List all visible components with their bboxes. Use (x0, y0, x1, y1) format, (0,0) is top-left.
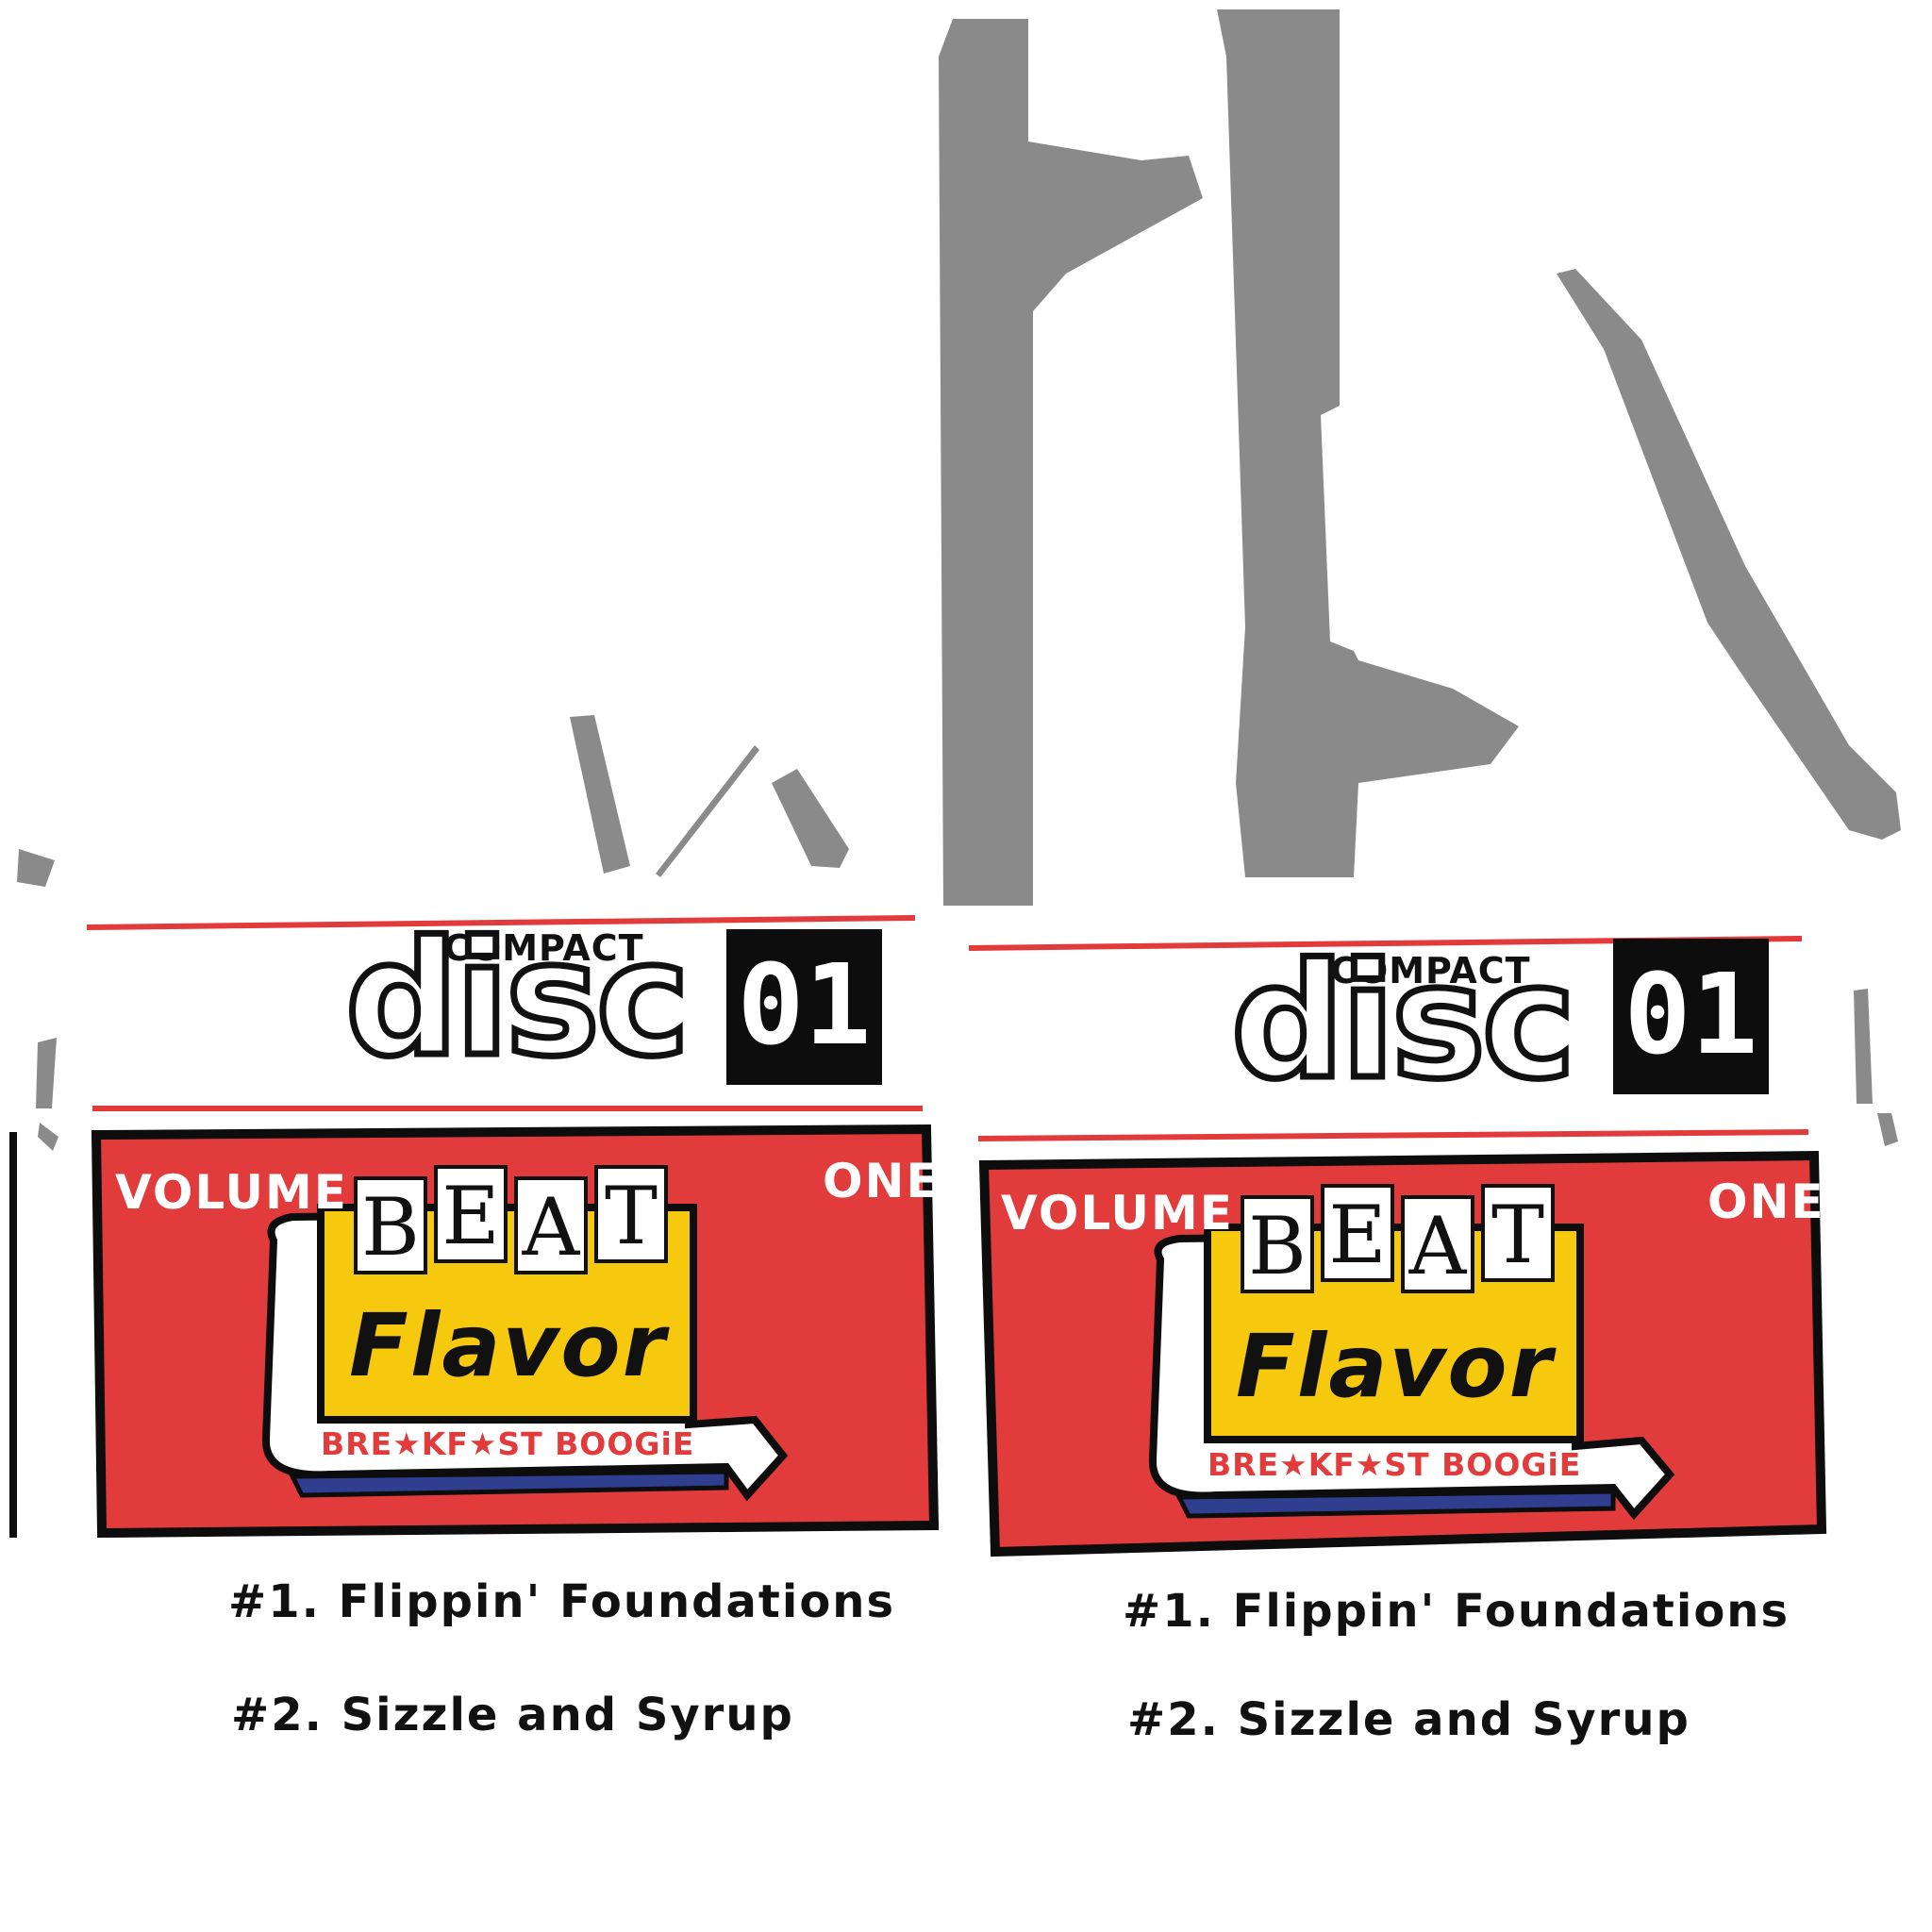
beat-letter-a: A (514, 1176, 588, 1274)
gray-shard-6 (38, 1123, 58, 1151)
gray-shard-8 (1877, 1113, 1898, 1146)
tagline: BRE★KF★ST BOOGiE (321, 1425, 695, 1462)
gray-shard-4 (17, 849, 55, 887)
gray-pillar-left (939, 19, 1203, 906)
disc-number-badge: 01 (1613, 939, 1769, 1094)
track-1: #1. Flippin' Foundations (1123, 1585, 1790, 1638)
beat-letter-e: E (1321, 1184, 1394, 1282)
disc-wordmark: disc (1227, 929, 1578, 1114)
volume-label: VOLUME (1001, 1186, 1234, 1241)
gray-shard-5 (36, 1038, 57, 1108)
volume-number-label: ONE (823, 1154, 941, 1208)
disc-number-badge: 01 (726, 929, 882, 1085)
gray-strip-diagonal (1557, 269, 1901, 840)
flavor-wordmark: Flavor (1236, 1316, 1555, 1417)
gray-pillar-right (1217, 9, 1519, 877)
disc-wordmark: disc (341, 907, 692, 1091)
tagline: BRE★KF★ST BOOGiE (1208, 1446, 1582, 1483)
gray-shard-3 (772, 769, 849, 868)
cd-card-1: COMPACT disc 01 VOLUME ONE B E A T Flavo… (66, 882, 972, 1628)
beat-letter-t: T (1481, 1184, 1555, 1282)
compact-label: COMPACT (1330, 950, 1531, 991)
gray-shard-7 (1854, 989, 1873, 1104)
beat-letter-e: E (434, 1165, 508, 1263)
cd-card-2: COMPACT disc 01 VOLUME ONE B E A T Flavo… (948, 891, 1854, 1638)
beat-letter-a: A (1401, 1195, 1474, 1293)
compact-label: COMPACT (443, 927, 644, 969)
gray-shard-1 (570, 715, 630, 874)
beat-letter-b: B (1241, 1195, 1314, 1293)
card-frame (66, 901, 943, 1539)
volume-number-label: ONE (1707, 1174, 1825, 1229)
card-1-track-2: #2. Sizzle and Syrup (231, 1689, 794, 1741)
beat-letter-t: T (594, 1165, 668, 1263)
gray-shard-2 (656, 745, 759, 877)
volume-label: VOLUME (115, 1165, 348, 1220)
flavor-wordmark: Flavor (349, 1295, 668, 1396)
black-edge-left (9, 1132, 17, 1538)
card-2-track-2: #2. Sizzle and Syrup (1127, 1693, 1690, 1746)
track-1: #1. Flippin' Foundations (228, 1575, 896, 1628)
beat-letter-b: B (354, 1176, 427, 1274)
